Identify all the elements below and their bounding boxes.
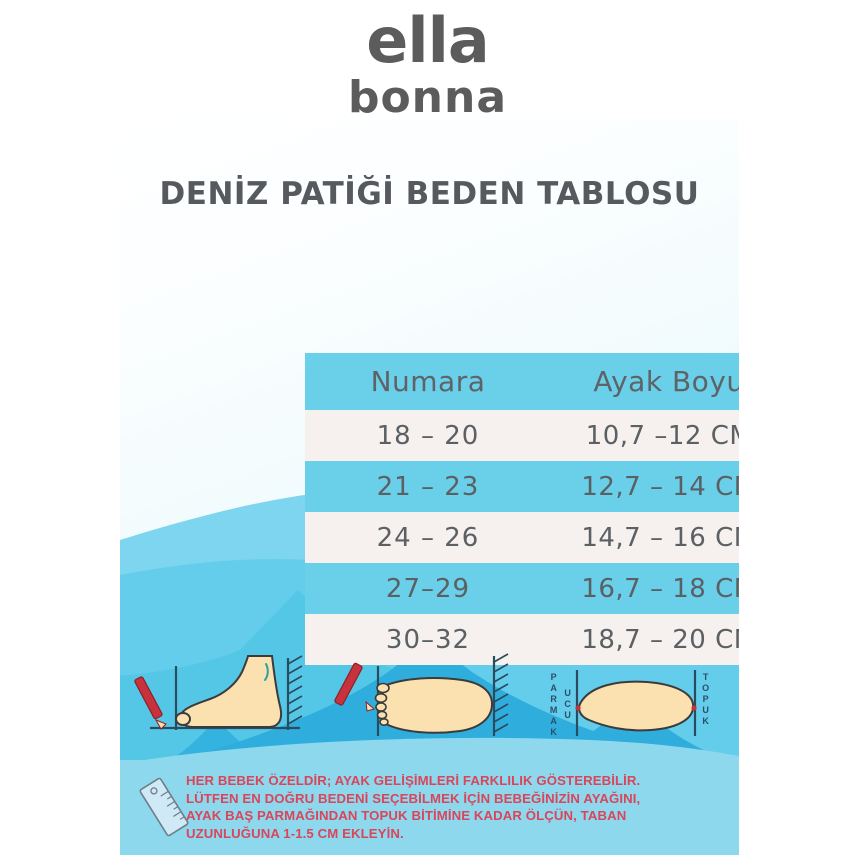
cell-ayak-boyu: 12,7 – 14 CM	[581, 471, 739, 502]
footer-line-2: LÜTFEN EN DOĞRU BEDENİ SEÇEBİLMEK İÇİN B…	[186, 790, 641, 806]
footer-text-block: HER BEBEK ÖZELDİR; AYAK GELİŞİMLERİ FARK…	[186, 772, 731, 842]
table-header-numara: Numara	[370, 365, 486, 398]
footer-line-1: HER BEBEK ÖZELDİR; AYAK GELİŞİMLERİ FARK…	[186, 773, 641, 788]
footer-note: HER BEBEK ÖZELDİR; AYAK GELİŞİMLERİ FARK…	[120, 737, 739, 855]
table-row: 21 – 23 12,7 – 14 CM	[305, 461, 739, 512]
table-row: 30–32 18,7 – 20 CM	[305, 614, 739, 665]
cell-ayak-boyu: 18,7 – 20 CM	[581, 624, 739, 655]
step-3-label-parmak: PARMAK	[548, 672, 559, 738]
table-header-row: Numara Ayak Boyu	[305, 353, 739, 410]
step-3-label-topuk: TOPUK	[700, 672, 711, 727]
step-1-illustration	[134, 655, 303, 730]
footer-curve	[120, 737, 739, 764]
table-row: 24 – 26 14,7 – 16 CM	[305, 512, 739, 563]
brand-logo-line2: bonna	[347, 72, 508, 123]
cell-numara: 24 – 26	[376, 522, 480, 553]
cell-ayak-boyu: 16,7 – 18 CM	[581, 573, 739, 604]
page-title: DENİZ PATİĞİ BEDEN TABLOSU	[159, 176, 700, 212]
cell-ayak-boyu: 14,7 – 16 CM	[581, 522, 739, 553]
brand-logo-line1: ella	[366, 4, 489, 77]
step-3-illustration	[575, 670, 697, 736]
ruler-icon	[139, 777, 189, 837]
brand-logo: ella bonna	[0, 10, 855, 120]
table-row: 18 – 20 10,7 –12 CM	[305, 410, 739, 461]
cell-numara: 18 – 20	[376, 420, 480, 451]
table-header-ayak-boyu: Ayak Boyu	[593, 365, 739, 398]
cell-numara: 21 – 23	[376, 471, 480, 502]
size-table: Numara Ayak Boyu 18 – 20 10,7 –12 CM 21 …	[305, 353, 739, 665]
cell-numara: 27–29	[385, 573, 471, 604]
content-card: Numara Ayak Boyu 18 – 20 10,7 –12 CM 21 …	[120, 120, 739, 855]
footer-line-4: UZUNLUĞUNA 1-1.5 CM EKLEYİN.	[186, 825, 404, 841]
step-2-illustration	[334, 653, 509, 736]
table-row: 27–29 16,7 – 18 CM	[305, 563, 739, 614]
footer-line-3: AYAK BAŞ PARMAĞINDAN TOPUK BİTİMİNE KADA…	[186, 808, 627, 823]
step-3-label-ucu: UCU	[562, 688, 573, 721]
cell-numara: 30–32	[385, 624, 471, 655]
cell-ayak-boyu: 10,7 –12 CM	[585, 420, 739, 451]
